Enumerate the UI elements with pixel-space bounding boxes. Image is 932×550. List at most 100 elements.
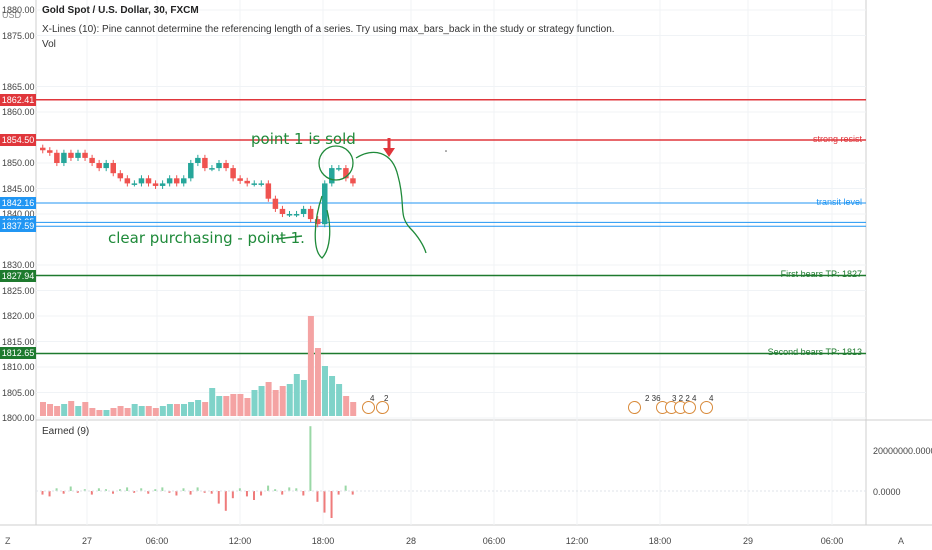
us-flag-event-icon[interactable]	[683, 401, 696, 414]
candle-body	[96, 163, 102, 169]
price-tick-label: 1845.00	[2, 183, 35, 194]
volume-bar	[124, 408, 131, 416]
earned-bars	[36, 426, 866, 518]
candle-body	[131, 183, 138, 185]
candle-body	[61, 152, 67, 163]
earned-bar	[224, 491, 227, 511]
earned-bar	[196, 487, 199, 491]
auto-scale-icon[interactable]: A	[898, 536, 905, 546]
volume-bar	[329, 376, 336, 416]
volume-bar	[61, 404, 68, 416]
volume-bar	[286, 384, 293, 416]
volume-bar	[89, 408, 96, 416]
price-tick-label: 1875.00	[2, 30, 35, 41]
earned-axis-top: 20000000.0000	[873, 446, 932, 456]
earned-bar	[210, 491, 213, 494]
price-tag: 1827.94	[0, 269, 36, 282]
candle-body	[103, 163, 109, 169]
volume-bar	[314, 348, 321, 416]
candle-body	[307, 208, 314, 220]
earned-bar	[126, 487, 129, 491]
candle-body	[110, 163, 116, 174]
annotation-purchasing: clear purchasing - point 1.	[108, 229, 305, 247]
candle-body	[322, 183, 328, 225]
earned-bar	[189, 491, 192, 495]
earned-bar	[175, 491, 178, 496]
price-tick-label: 1880.00	[2, 5, 35, 15]
price-tick-label: 1830.00	[2, 260, 35, 270]
earned-bar	[323, 491, 326, 513]
us-flag-event-icon[interactable]	[362, 401, 375, 414]
event-count: 4	[709, 394, 714, 403]
time-tick-label: 29	[742, 536, 754, 546]
candles	[40, 144, 356, 228]
candle-body	[181, 178, 187, 184]
volume-bar	[223, 396, 230, 416]
time-tick-label: 18:00	[648, 536, 672, 546]
volume-bar	[300, 380, 307, 416]
volume-bar	[230, 394, 237, 416]
price-tick-label: 1820.00	[2, 311, 35, 321]
price-tag: 1862.41	[0, 93, 36, 106]
volume-bar	[258, 386, 265, 416]
volume-bar	[166, 404, 173, 416]
us-flag-event-icon[interactable]	[376, 401, 389, 414]
earned-bar	[133, 491, 136, 493]
volume-bar	[131, 404, 138, 416]
annotation-sold: point 1 is sold	[251, 130, 356, 148]
zoom-reset-icon[interactable]: Z	[5, 536, 11, 546]
candle-body	[279, 208, 286, 214]
candle-body	[152, 183, 159, 186]
volume-bar	[152, 408, 159, 416]
us-flag-event-icon[interactable]	[700, 401, 713, 414]
volume-bar	[195, 400, 202, 416]
strong-resist-label: strong resist	[812, 134, 862, 144]
candle-body	[89, 157, 95, 163]
candle-body	[272, 198, 279, 209]
hand-drawings	[275, 138, 447, 259]
candle-body	[237, 178, 243, 181]
event-count: 4	[370, 394, 375, 403]
earned-bar	[168, 491, 171, 493]
earned-bar	[69, 486, 72, 491]
earned-bar	[90, 491, 93, 495]
volume-bar	[110, 408, 117, 416]
candle-body	[75, 152, 81, 158]
volume-bar	[251, 390, 258, 416]
earned-bar	[295, 488, 298, 491]
earned-bar	[161, 487, 164, 491]
volume-bar	[181, 404, 187, 416]
candle-body	[230, 168, 236, 179]
volume-bar	[145, 406, 152, 416]
earned-bar	[253, 491, 255, 500]
earned-bar	[302, 491, 305, 496]
volume-bar	[138, 406, 145, 416]
earned-bar	[238, 488, 241, 491]
volume-bar	[202, 402, 209, 416]
event-count: 3 2 2 4	[672, 394, 697, 403]
candle-body	[329, 168, 335, 184]
earned-bar	[76, 491, 79, 493]
volume-bar	[68, 401, 75, 416]
volume-bar	[350, 402, 357, 416]
earned-bar	[62, 491, 65, 494]
symbol-title[interactable]: Gold Spot / U.S. Dollar, 30, FXCM	[42, 5, 199, 16]
candle-body	[343, 168, 349, 179]
earned-label[interactable]: Earned (9)	[42, 426, 90, 437]
volume-bar	[272, 390, 279, 416]
earned-bar	[83, 489, 86, 491]
event-count: 2 36	[645, 394, 661, 403]
earned-bar	[203, 491, 206, 493]
candle-body	[350, 178, 356, 184]
candle-body	[117, 173, 124, 179]
volume-bar	[40, 402, 46, 416]
candle-body	[145, 178, 152, 184]
candle-body	[138, 178, 145, 184]
time-tick-label: 27	[81, 536, 93, 546]
candle-body	[223, 163, 229, 169]
candle-body	[68, 152, 74, 158]
vol-indicator-label[interactable]: Vol	[42, 39, 56, 50]
us-flag-event-icon[interactable]	[628, 401, 641, 414]
